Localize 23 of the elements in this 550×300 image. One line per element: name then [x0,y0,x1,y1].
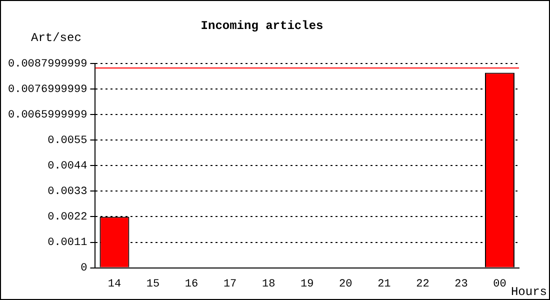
x-axis-title: Hours [510,285,547,299]
y-tick-label: 0.0033 [48,186,88,198]
y-tick-label: 0.0065999999 [8,109,88,122]
x-tick-label: 19 [300,278,314,290]
y-tick-label: 0.0076999999 [8,84,88,96]
chart-title: Incoming articles [200,19,324,34]
x-tick-label: 21 [378,278,392,290]
x-tick-label: 16 [184,278,198,290]
y-tick-label: 0.0055 [48,134,88,147]
y-tick-label: 0.0022 [48,212,88,224]
y-tick-label: 0.0087999999 [8,58,88,70]
y-tick-label: 0.0011 [48,237,88,250]
x-tick-label: 15 [146,278,160,290]
x-tick-label: 23 [454,278,468,290]
x-tick-label: 20 [339,278,352,290]
x-tick-label: 18 [262,278,276,290]
y-tick-label: 0 [80,262,88,275]
x-tick-label: 00 [493,278,506,290]
y-tick-label: 0.0044 [48,160,88,173]
x-tick-label: 14 [108,278,122,290]
y-axis-title: Art/sec [31,31,82,45]
x-tick-label: 22 [416,278,430,290]
x-tick-label: 17 [223,278,237,290]
